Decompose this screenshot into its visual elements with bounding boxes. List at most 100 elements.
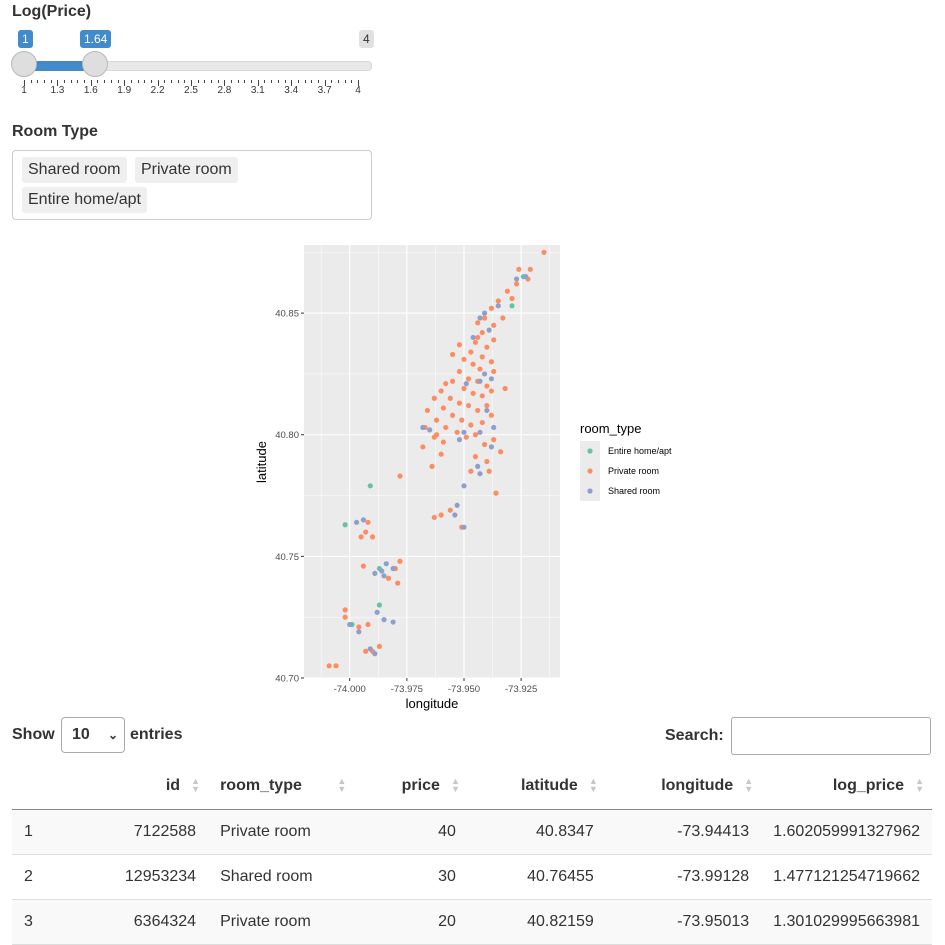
slider-label: Log(Price): [12, 3, 92, 20]
legend-key: [587, 488, 593, 494]
slider-minor-tick: [164, 80, 166, 83]
point-private-room: [472, 339, 479, 345]
point-private-room: [468, 422, 474, 428]
table-row[interactable]: 1 7122588 Private room 40 40.8347 -73.94…: [12, 809, 932, 855]
cell-room-type: Shared room: [208, 854, 355, 900]
point-private-room: [440, 439, 447, 445]
slider-tick: [291, 80, 293, 86]
table-row[interactable]: 2 12953234 Shared room 30 40.76455 -73.9…: [12, 854, 932, 900]
scatter-plot: -74.000 -73.975 -73.950 -73.925 40.7040.754…: [254, 245, 672, 711]
slider-minor-tick: [237, 80, 239, 83]
slider-low-handle[interactable]: [11, 51, 37, 77]
point-private-room: [424, 407, 431, 414]
slider-minor-tick: [337, 80, 339, 83]
point-shared-room: [452, 512, 458, 518]
sort-icon: ▲ ▼: [915, 776, 924, 794]
col-header-id[interactable]: id ▲ ▼: [68, 763, 209, 810]
search-label: Search:: [665, 727, 724, 744]
slider-minor-tick: [117, 80, 119, 83]
point-private-room: [491, 337, 497, 343]
point-private-room: [486, 468, 492, 474]
point-shared-room: [390, 565, 396, 572]
slider-minor-tick: [277, 80, 279, 83]
point-shared-room: [488, 376, 495, 382]
point-private-room: [431, 395, 437, 401]
point-private-room: [500, 315, 506, 321]
point-shared-room: [477, 378, 483, 384]
chip-shared-room[interactable]: Shared room: [22, 157, 127, 183]
slider-minor-tick: [197, 80, 199, 83]
cell-latitude: 40.8347: [467, 809, 606, 855]
search-input[interactable]: [731, 717, 931, 755]
point-private-room: [495, 298, 501, 304]
slider-minor-tick: [271, 80, 273, 83]
point-private-room: [356, 624, 362, 630]
slider-tick: [358, 80, 359, 86]
y-axis-label: latitude: [254, 441, 269, 483]
slider-tick-label: 3.7: [317, 85, 332, 96]
slider-minor-tick: [177, 80, 179, 83]
point-private-room: [484, 344, 490, 350]
slider-max-badge: 4: [359, 30, 374, 48]
point-shared-room: [461, 524, 467, 530]
point-private-room: [470, 361, 476, 367]
point-private-room: [449, 378, 456, 384]
slider-minor-tick: [97, 80, 99, 83]
cell-price: 30: [354, 854, 468, 900]
slider-tick-label: 3.4: [284, 85, 299, 96]
point-private-room: [447, 395, 453, 401]
table-row[interactable]: 3 6364324 Private room 20 40.82159 -73.9…: [12, 899, 932, 945]
entries-length-value: 10: [72, 726, 90, 743]
cell-latitude: 40.76455: [467, 854, 606, 900]
point-shared-room: [454, 502, 460, 508]
point-shared-room: [353, 519, 360, 525]
slider-minor-tick: [130, 80, 132, 83]
slider-tick: [24, 80, 25, 86]
x-tick-label: -73.925: [505, 684, 537, 695]
point-shared-room: [477, 429, 483, 435]
point-private-room: [397, 558, 403, 564]
point-private-room: [420, 444, 426, 450]
point-shared-room: [513, 276, 520, 282]
y-tick-label: 40.75: [275, 552, 299, 563]
point-private-room: [472, 454, 479, 460]
point-private-room: [433, 432, 440, 438]
col-header-latitude[interactable]: latitude ▲ ▼: [467, 763, 606, 810]
grid-major: [304, 245, 560, 679]
entries-length-select[interactable]: 10 ⌄: [61, 717, 125, 753]
x-axis-ticks: -74.000 -73.975 -73.950 -73.925: [334, 678, 537, 695]
cell-id: 12953234: [68, 854, 209, 900]
slider-low-badge: 1: [18, 30, 33, 48]
show-label: Show: [12, 726, 55, 743]
point-private-room: [491, 437, 497, 443]
point-private-room: [465, 402, 472, 409]
point-private-room: [454, 429, 460, 435]
point-shared-room: [381, 573, 387, 579]
slider-high-handle[interactable]: [82, 51, 109, 77]
col-header-price[interactable]: price ▲ ▼: [354, 763, 468, 810]
chip-entire-home[interactable]: Entire home/apt: [22, 187, 147, 213]
point-private-room: [491, 368, 497, 375]
cell-longitude: -73.94413: [605, 809, 762, 855]
col-header-room-type[interactable]: room_type ▲ ▼: [208, 763, 355, 810]
chip-private-room[interactable]: Private room: [135, 157, 238, 183]
point-shared-room: [427, 427, 433, 433]
point-shared-room: [379, 568, 385, 574]
slider-minor-tick: [304, 80, 306, 83]
point-shared-room: [470, 334, 476, 341]
col-header-longitude[interactable]: longitude ▲ ▼: [605, 763, 762, 810]
point-shared-room: [488, 444, 495, 450]
slider-tick: [124, 80, 126, 86]
log-price-slider[interactable]: 1 1.64 4 1 1.3 1.6 1.9 2.2 2.5 2.8 3.1 3.4 3.7 4: [11, 30, 374, 100]
data-points: [326, 249, 547, 669]
room-type-select[interactable]: Shared room Private room Entire home/apt: [12, 150, 372, 220]
point-private-room: [459, 417, 465, 423]
cell-id: 7122588: [68, 809, 209, 855]
point-shared-room: [481, 371, 488, 377]
point-shared-room: [461, 483, 467, 489]
col-header-log-price[interactable]: log_price ▲ ▼: [761, 763, 932, 810]
point-private-room: [491, 322, 497, 328]
point-private-room: [438, 451, 444, 457]
point-private-room: [488, 412, 495, 418]
slider-minor-tick: [77, 80, 79, 83]
